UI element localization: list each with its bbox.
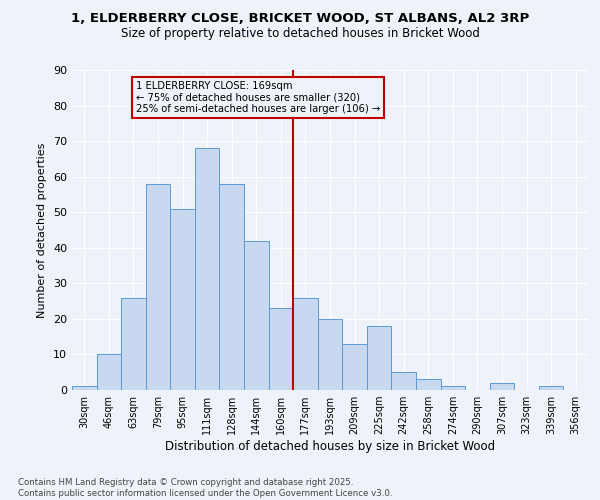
- Bar: [72, 386, 97, 390]
- Bar: [490, 383, 514, 390]
- Text: 1, ELDERBERRY CLOSE, BRICKET WOOD, ST ALBANS, AL2 3RP: 1, ELDERBERRY CLOSE, BRICKET WOOD, ST AL…: [71, 12, 529, 26]
- Bar: [220, 184, 244, 390]
- Bar: [367, 326, 391, 390]
- Text: Size of property relative to detached houses in Bricket Wood: Size of property relative to detached ho…: [121, 28, 479, 40]
- Bar: [293, 298, 318, 390]
- Bar: [146, 184, 170, 390]
- X-axis label: Distribution of detached houses by size in Bricket Wood: Distribution of detached houses by size …: [165, 440, 495, 453]
- Bar: [391, 372, 416, 390]
- Bar: [244, 240, 269, 390]
- Bar: [121, 298, 146, 390]
- Bar: [318, 319, 342, 390]
- Bar: [170, 208, 195, 390]
- Bar: [195, 148, 220, 390]
- Bar: [416, 380, 440, 390]
- Y-axis label: Number of detached properties: Number of detached properties: [37, 142, 47, 318]
- Text: Contains HM Land Registry data © Crown copyright and database right 2025.
Contai: Contains HM Land Registry data © Crown c…: [18, 478, 392, 498]
- Bar: [539, 386, 563, 390]
- Text: 1 ELDERBERRY CLOSE: 169sqm
← 75% of detached houses are smaller (320)
25% of sem: 1 ELDERBERRY CLOSE: 169sqm ← 75% of deta…: [136, 80, 380, 114]
- Bar: [269, 308, 293, 390]
- Bar: [97, 354, 121, 390]
- Bar: [342, 344, 367, 390]
- Bar: [440, 386, 465, 390]
